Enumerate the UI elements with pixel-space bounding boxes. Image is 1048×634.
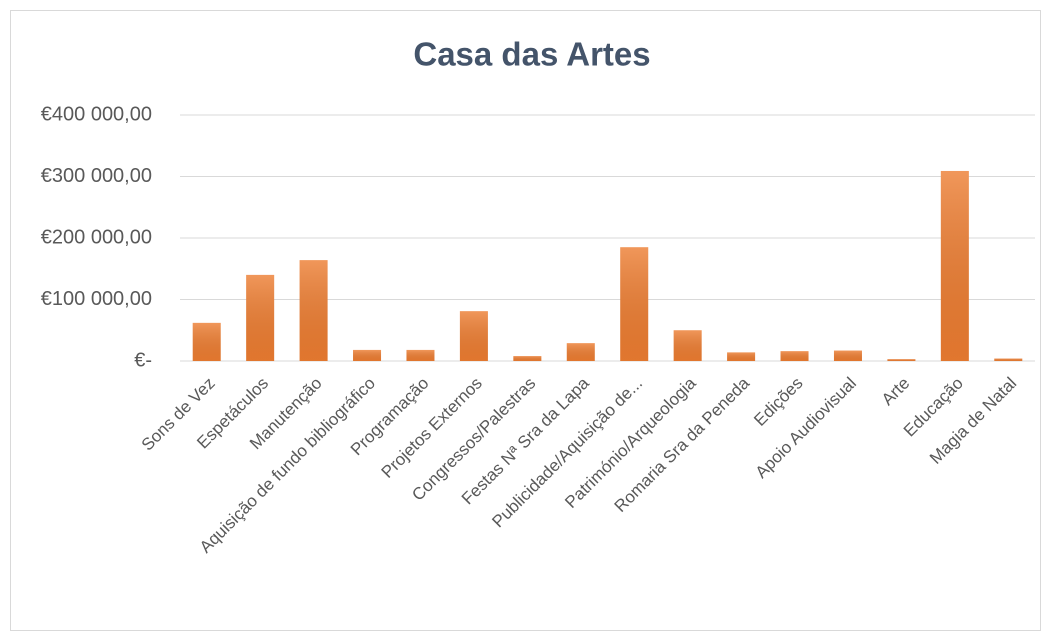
- bar: [620, 247, 649, 361]
- bar: [727, 352, 756, 361]
- bar: [406, 349, 435, 361]
- y-tick-label: €400 000,00: [41, 103, 152, 125]
- chart-frame: [10, 10, 1041, 631]
- bar: [994, 358, 1023, 361]
- bar: [459, 311, 488, 361]
- bar: [833, 350, 862, 361]
- bar: [566, 343, 595, 361]
- y-tick-label: €-: [134, 349, 152, 371]
- y-tick-label: €200 000,00: [41, 226, 152, 248]
- bar: [780, 351, 809, 361]
- bar: [513, 356, 542, 361]
- y-tick-label: €300 000,00: [41, 165, 152, 187]
- bar: [887, 359, 916, 361]
- bar: [673, 330, 702, 361]
- bar: [299, 260, 328, 361]
- bar: [940, 170, 969, 361]
- bar: [246, 274, 275, 361]
- bar: [192, 322, 221, 361]
- bar: [353, 349, 382, 361]
- chart-title: Casa das Artes: [413, 36, 650, 73]
- y-tick-label: €100 000,00: [41, 288, 152, 310]
